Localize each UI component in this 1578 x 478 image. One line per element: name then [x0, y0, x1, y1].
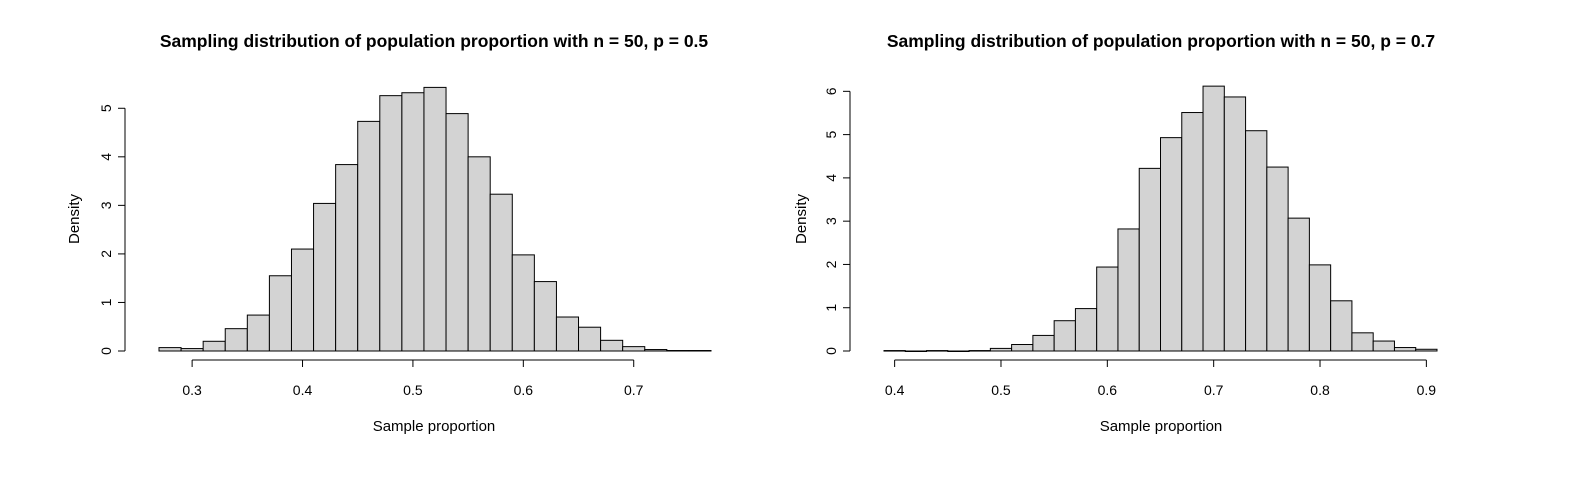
- histogram-bar: [1032, 334, 1055, 352]
- histogram-bar: [379, 95, 403, 352]
- x-tick-label: 0.8: [1310, 382, 1330, 398]
- x-tick-label: 0.3: [182, 382, 202, 398]
- histogram-panel-p05: Sampling distribution of population prop…: [66, 31, 712, 435]
- y-axis-label: Density: [66, 193, 83, 244]
- histogram-bar: [1160, 137, 1183, 352]
- histogram-bar: [1308, 264, 1332, 352]
- chart-title: Sampling distribution of population prop…: [887, 31, 1435, 51]
- histogram-bar: [644, 349, 668, 352]
- histogram-bar: [1074, 308, 1098, 352]
- histogram-bar: [578, 326, 602, 352]
- x-axis: 0.4 0.5 0.6 0.7 0.8 0.9: [885, 359, 1437, 398]
- histogram-bar: [1415, 348, 1438, 352]
- y-tick-label: 3: [98, 201, 114, 209]
- histogram-bar: [926, 350, 949, 352]
- histogram-bar: [555, 316, 580, 352]
- histogram-bar: [1287, 217, 1310, 352]
- histogram-panel-p07: Sampling distribution of population prop…: [793, 31, 1438, 435]
- x-tick-label: 0.4: [293, 382, 313, 398]
- x-tick-label: 0.7: [1204, 382, 1224, 398]
- histogram-bar: [1266, 166, 1289, 352]
- histogram-bar: [533, 281, 557, 352]
- histogram-bar: [1138, 167, 1161, 352]
- histogram-bar: [1181, 112, 1204, 352]
- histogram-bar: [489, 193, 513, 352]
- histogram-bar: [1053, 320, 1076, 352]
- x-tick-label: 0.6: [1098, 382, 1118, 398]
- x-tick-label: 0.5: [991, 382, 1011, 398]
- histogram-bar: [1245, 130, 1268, 352]
- y-tick-label: 5: [98, 104, 114, 112]
- bars: [883, 85, 1438, 352]
- histogram-bar: [290, 248, 315, 352]
- y-tick-label: 4: [823, 174, 839, 182]
- y-tick-label: 6: [823, 87, 839, 95]
- x-tick-label: 0.9: [1417, 382, 1437, 398]
- x-tick-label: 0.7: [624, 382, 644, 398]
- histogram-bar: [511, 254, 535, 352]
- histogram-bar: [1393, 347, 1417, 352]
- histogram-bar: [246, 314, 270, 352]
- bars: [158, 86, 712, 352]
- histogram-bar: [989, 347, 1013, 352]
- histogram-bar: [423, 86, 447, 352]
- histogram-bar: [688, 350, 712, 352]
- histogram-bar: [947, 350, 970, 352]
- histogram-bar: [467, 156, 491, 352]
- x-axis: 0.3 0.4 0.5 0.6 0.7: [182, 359, 644, 398]
- histogram-bar: [600, 339, 624, 352]
- y-axis: 0 1 2 3 4 5: [98, 104, 126, 355]
- histogram-bar: [180, 348, 204, 352]
- chart-title: Sampling distribution of population prop…: [160, 31, 709, 51]
- histogram-bar: [1330, 300, 1353, 352]
- histogram-bar: [445, 113, 469, 352]
- histogram-bar: [202, 340, 226, 352]
- y-tick-label: 4: [98, 153, 114, 161]
- y-tick-label: 1: [823, 304, 839, 312]
- y-tick-label: 0: [823, 347, 839, 355]
- histogram-bar: [224, 328, 248, 352]
- y-axis: 0 1 2 3 4 5 6: [823, 87, 851, 355]
- x-tick-label: 0.4: [885, 382, 905, 398]
- y-tick-label: 2: [823, 260, 839, 268]
- histogram-bar: [1202, 85, 1225, 352]
- histogram-bar: [1096, 266, 1119, 352]
- histogram-bar: [622, 346, 646, 352]
- x-axis-label: Sample proportion: [373, 418, 496, 435]
- histogram-bar: [1117, 228, 1140, 352]
- histogram-bar: [1351, 332, 1374, 352]
- x-tick-label: 0.6: [514, 382, 534, 398]
- y-tick-label: 1: [98, 298, 114, 306]
- histogram-bar: [904, 350, 928, 352]
- x-axis-label: Sample proportion: [1100, 418, 1223, 435]
- histogram-bar: [268, 275, 292, 352]
- histogram-bar: [401, 92, 425, 352]
- histogram-bar: [158, 347, 182, 352]
- histogram-bar: [357, 120, 381, 352]
- y-tick-label: 5: [823, 131, 839, 139]
- y-tick-label: 3: [823, 217, 839, 225]
- y-axis-label: Density: [793, 193, 810, 244]
- histogram-bar: [335, 164, 359, 352]
- histogram-bar: [1372, 340, 1395, 352]
- histogram-bar: [883, 350, 906, 352]
- histogram-bar: [666, 350, 690, 352]
- histogram-bar: [313, 202, 337, 352]
- histogram-bar: [1011, 344, 1034, 352]
- histogram-bar: [1223, 96, 1247, 352]
- histogram-bar: [968, 350, 991, 352]
- y-tick-label: 0: [98, 347, 114, 355]
- y-tick-label: 2: [98, 250, 114, 258]
- x-tick-label: 0.5: [403, 382, 423, 398]
